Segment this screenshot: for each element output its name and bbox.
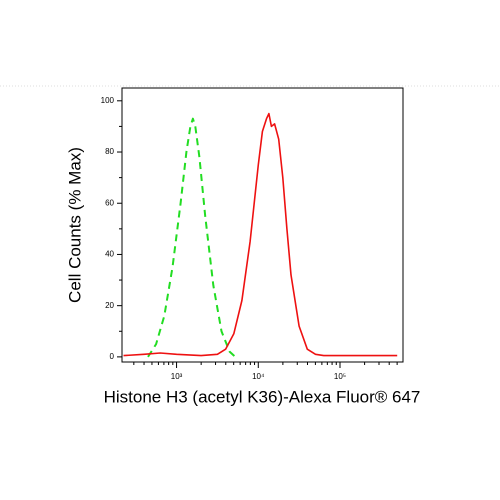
- y-tick-label: 80: [105, 147, 114, 156]
- plot-frame: [121, 87, 404, 363]
- y-axis-title: Cell Counts (% Max): [65, 147, 84, 303]
- y-tick-label: 0: [110, 352, 115, 361]
- y-tick-label: 40: [105, 250, 114, 259]
- y-tick-label: 60: [105, 198, 114, 207]
- y-tick-label: 20: [105, 301, 114, 310]
- series-line: [147, 117, 237, 358]
- y-tick-label: 100: [101, 96, 115, 105]
- series-line: [123, 112, 398, 357]
- x-tick-label: 10³: [171, 372, 183, 381]
- x-axis-title: Histone H3 (acetyl K36)-Alexa Fluor® 647: [104, 387, 421, 406]
- x-tick-label: 10⁴: [252, 372, 265, 381]
- x-tick-label: 10⁵: [334, 372, 346, 381]
